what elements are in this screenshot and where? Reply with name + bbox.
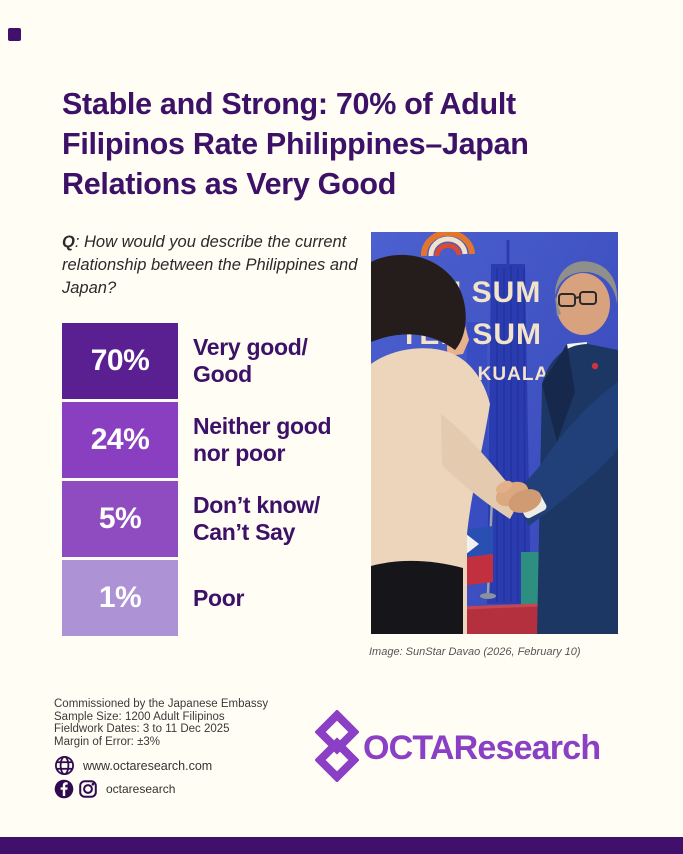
bar-row-neither: 24% Neither good nor poor bbox=[62, 402, 332, 478]
bar-label-very-good: Very good/ Good bbox=[193, 323, 308, 399]
bar-row-very-good: 70% Very good/ Good bbox=[62, 323, 331, 399]
question-text: : How would you describe the current rel… bbox=[62, 233, 358, 297]
globe-icon bbox=[54, 755, 75, 776]
octa-logo-text: OCTAResearch bbox=[363, 729, 601, 767]
commissioned-line: Commissioned by the Japanese Embassy bbox=[54, 698, 269, 710]
summit-photo: AN SUM TED SUM 8 2025, KUALA bbox=[371, 232, 618, 634]
woman-figure bbox=[371, 254, 523, 634]
octa-diamonds-icon bbox=[314, 709, 360, 787]
summit-arc-logo bbox=[420, 232, 475, 257]
bar-label-line: nor poor bbox=[193, 440, 286, 466]
bar-label-line: Neither good bbox=[193, 413, 332, 439]
bar-label-line: Poor bbox=[193, 584, 245, 611]
man-figure bbox=[512, 261, 618, 634]
website-url: www.octaresearch.com bbox=[83, 758, 213, 773]
photo-caption: Image: SunStar Davao (2026, February 10) bbox=[369, 646, 581, 658]
bar-value-dont-know: 5% bbox=[62, 481, 178, 557]
survey-question: Q: How would you describe the current re… bbox=[62, 231, 364, 300]
margin-error-line: Margin of Error: ±3% bbox=[54, 735, 161, 748]
top-accent-square bbox=[8, 28, 21, 41]
bar-label-line: Good bbox=[193, 361, 252, 387]
octa-logo: OCTAResearch bbox=[314, 709, 601, 787]
bar-label-line: Can’t Say bbox=[193, 519, 296, 545]
website-row: www.octaresearch.com bbox=[54, 755, 212, 776]
instagram-icon bbox=[78, 779, 98, 799]
bar-row-dont-know: 5% Don’t know/ Can’t Say bbox=[62, 481, 331, 557]
bar-value-very-good: 70% bbox=[62, 323, 178, 399]
title-line-1: Stable and Strong: 70% of Adult bbox=[62, 87, 516, 121]
social-handle: octaresearch bbox=[106, 782, 176, 796]
bar-label-dont-know: Don’t know/ Can’t Say bbox=[193, 481, 320, 557]
sample-size-line: Sample Size: 1200 Adult Filipinos bbox=[54, 710, 225, 723]
bar-label-line: Very good/ bbox=[193, 334, 308, 360]
philippine-flag bbox=[461, 497, 496, 599]
bar-label-line: Don’t know/ bbox=[193, 492, 321, 518]
bar-label-poor: Poor bbox=[193, 560, 245, 636]
handshake bbox=[495, 480, 547, 519]
bar-chart: 70% Very good/ Good 24% Neither good nor… bbox=[62, 323, 332, 639]
fieldwork-dates-line: Fieldwork Dates: 3 to 11 Dec 2025 bbox=[54, 723, 230, 736]
bottom-accent-bar bbox=[0, 837, 683, 854]
bar-value-poor: 1% bbox=[62, 560, 178, 636]
bar-value-neither: 24% bbox=[62, 402, 178, 478]
title-line-2: Filipinos Rate Philippines–Japan bbox=[62, 127, 529, 161]
facebook-icon bbox=[54, 779, 74, 799]
bar-label-neither: Neither good nor poor bbox=[193, 402, 332, 478]
question-label: Q bbox=[62, 233, 75, 251]
page-title: Stable and Strong: 70% of Adult Filipino… bbox=[62, 84, 637, 204]
title-line-3: Relations as Very Good bbox=[62, 167, 397, 201]
methodology-block: Commissioned by the Japanese Embassy Sam… bbox=[54, 698, 268, 748]
social-row: octaresearch bbox=[54, 779, 175, 799]
bar-row-poor: 1% Poor bbox=[62, 560, 331, 636]
